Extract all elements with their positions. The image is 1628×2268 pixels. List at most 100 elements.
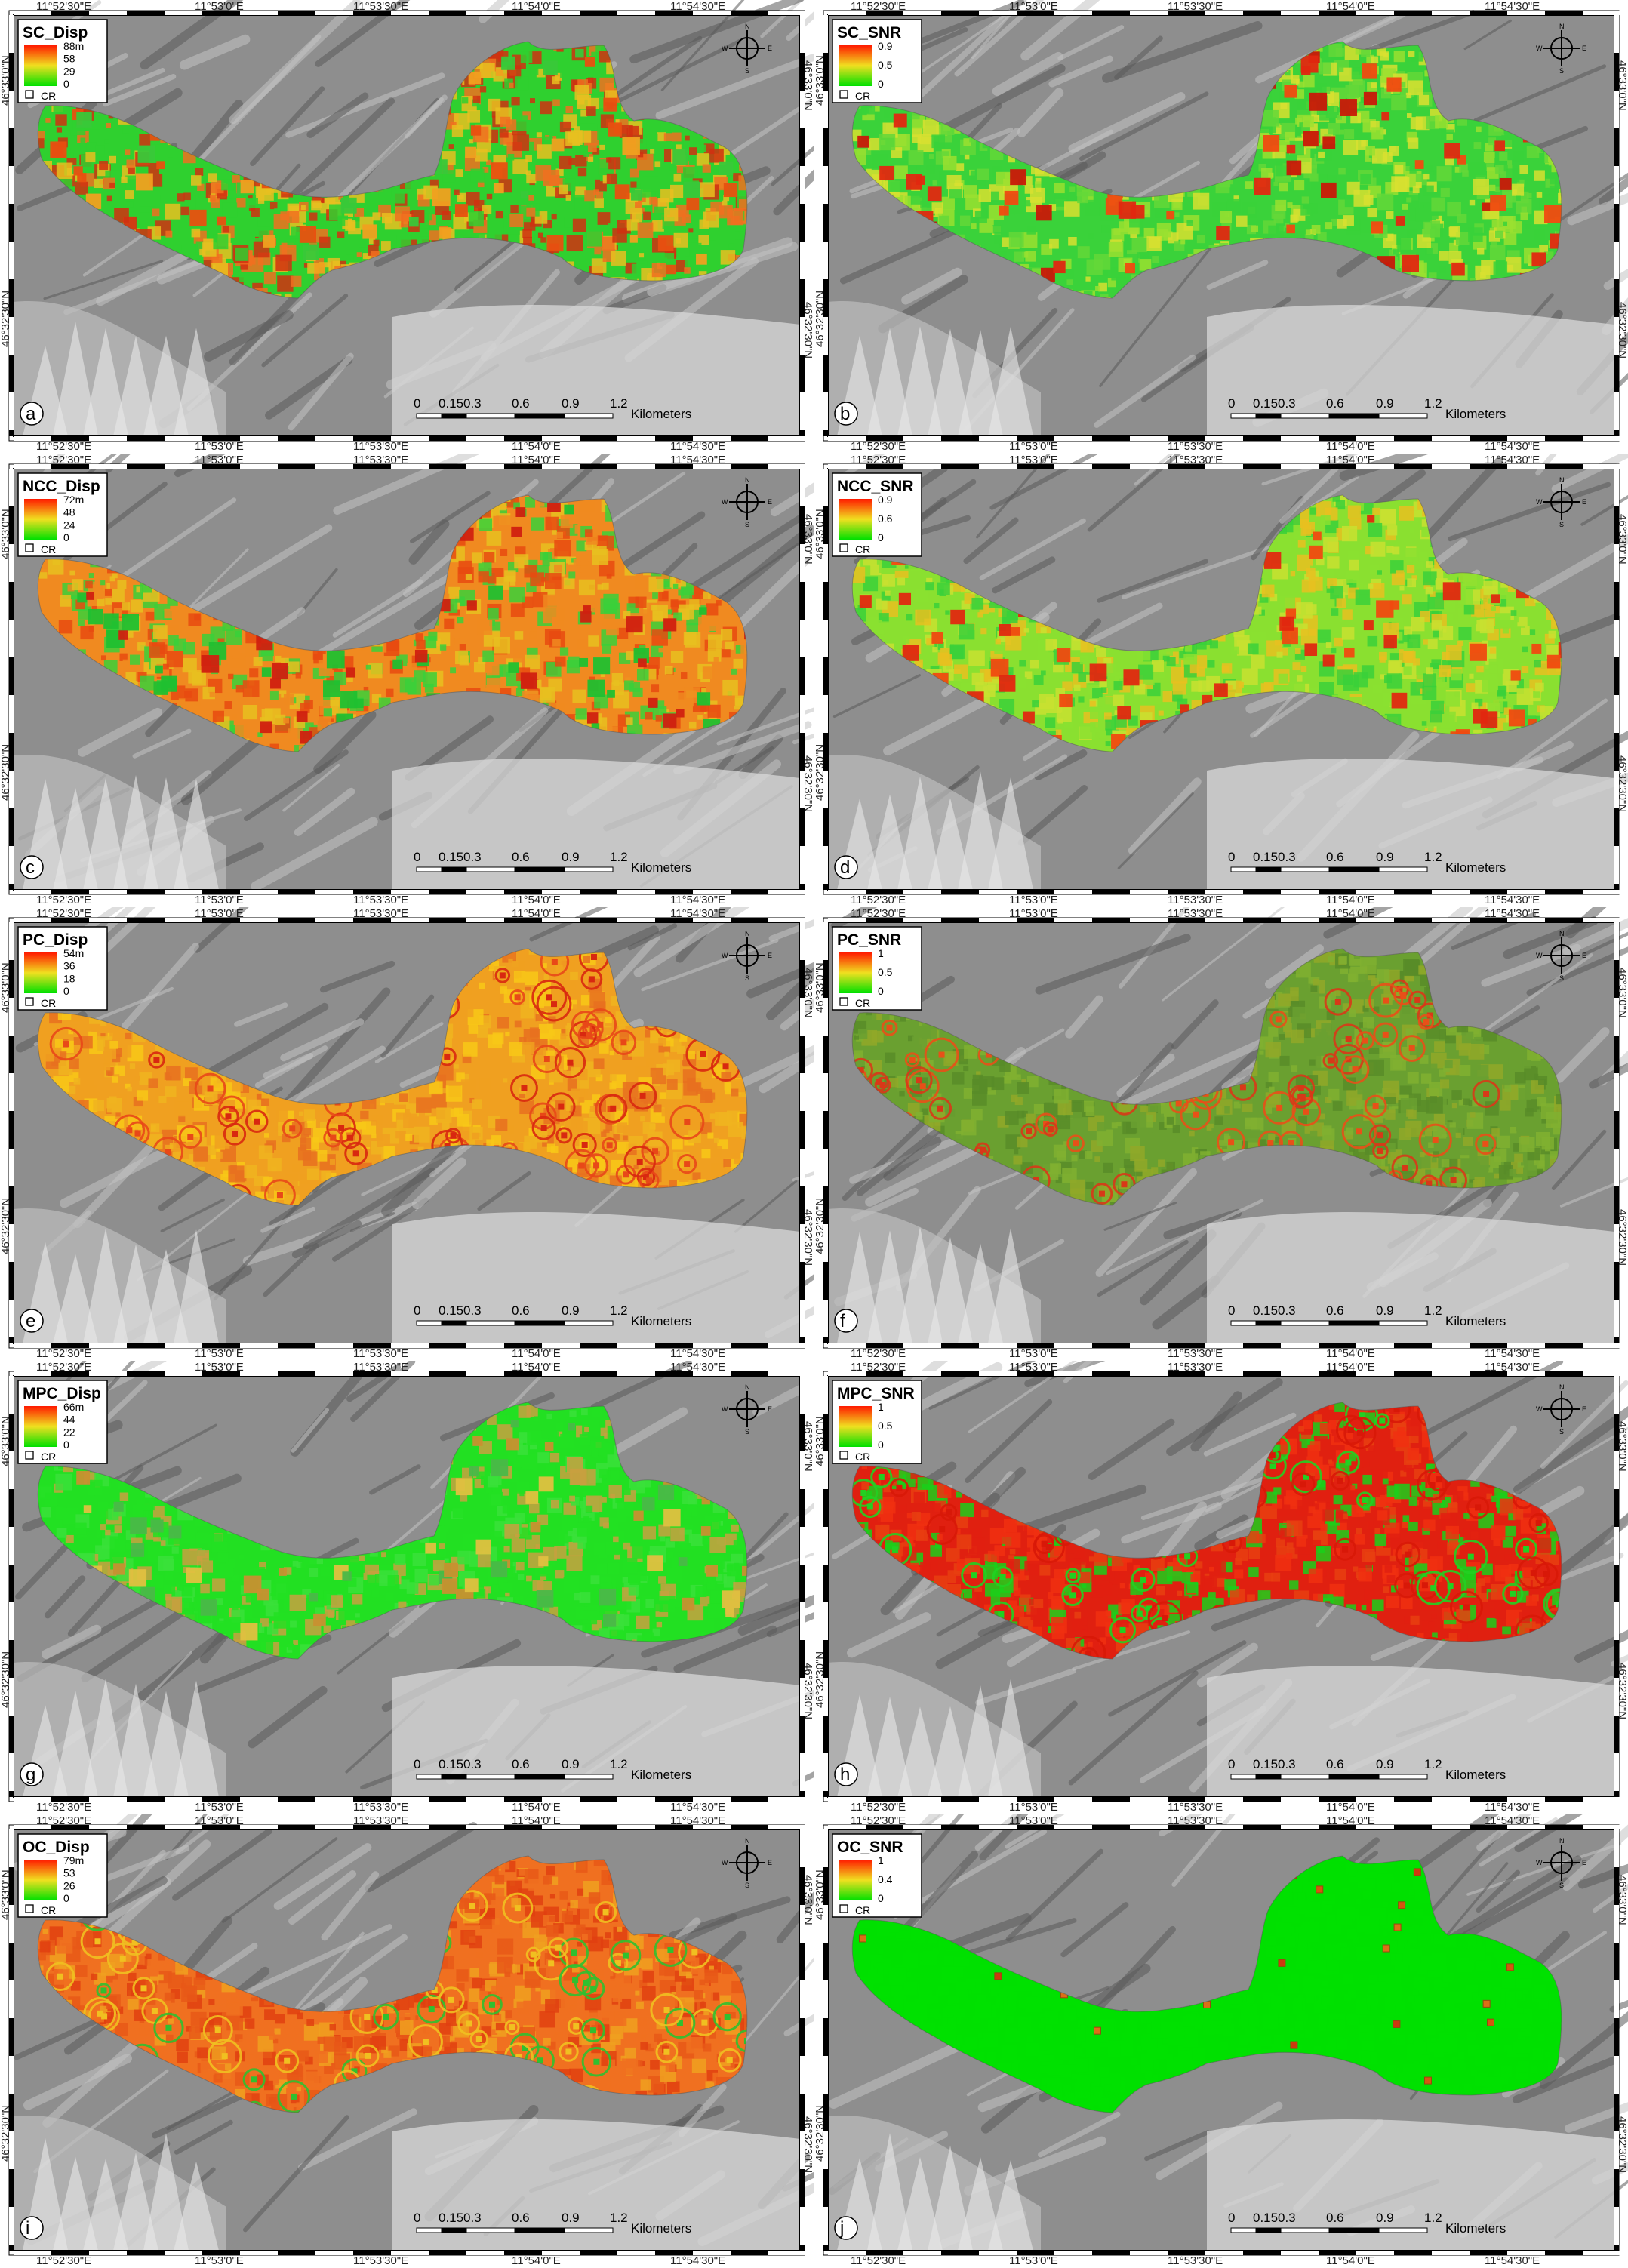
- scale-tick: 0.6: [512, 850, 530, 864]
- lon-tick-bottom: 11°52'30"E: [851, 440, 906, 453]
- north-arrow-icon: N S E W: [722, 1837, 772, 1889]
- lat-tick-left: 46°32'30"N: [814, 744, 826, 801]
- scale-unit: Kilometers: [631, 1314, 691, 1328]
- lon-tick-bottom: 11°54'30"E: [1485, 1801, 1540, 1814]
- compass-w: W: [722, 45, 728, 52]
- lon-tick-bottom: 11°53'0"E: [1009, 440, 1058, 453]
- panel-letter: i: [26, 2218, 29, 2239]
- compass-n: N: [1559, 1837, 1565, 1845]
- lat-tick-right: 46°32'30"N: [1616, 1209, 1628, 1266]
- scale-tick: 0.3: [463, 2211, 482, 2225]
- lon-tick-bottom: 11°53'0"E: [195, 894, 244, 906]
- map-panel-d: 11°52'30"E 11°52'30"E 11°53'0"E 11°53'0"E 11…: [814, 454, 1628, 907]
- lon-tick-top: 11°52'30"E: [36, 907, 91, 920]
- scale-tick: 0.3: [1278, 1757, 1296, 1771]
- lon-tick-top: 11°52'30"E: [36, 454, 91, 466]
- lon-tick-top: 11°52'30"E: [851, 0, 906, 13]
- scale-tick: 0.9: [562, 850, 580, 864]
- legend-value: 0.9: [878, 40, 893, 52]
- legend-value: 48: [63, 506, 75, 519]
- lat-tick-right: 46°32'30"N: [802, 755, 814, 812]
- map-frame: [823, 1371, 1620, 1802]
- lat-tick-left: 46°32'30"N: [0, 1651, 12, 1708]
- scale-unit: Kilometers: [1445, 860, 1506, 875]
- scale-tick: 0.3: [463, 1757, 482, 1771]
- lon-tick-bottom: 11°52'30"E: [36, 2254, 91, 2267]
- legend-title: PC_SNR: [837, 931, 901, 949]
- lat-tick-left: 46°32'30"N: [814, 1651, 826, 1708]
- lon-tick-bottom: 11°53'30"E: [353, 1347, 408, 1360]
- compass-n: N: [745, 930, 750, 937]
- scale-tick: 0.3: [1278, 1303, 1296, 1318]
- cr-label: CR: [41, 1904, 56, 1916]
- lat-tick-right: 46°33'0"N: [802, 968, 814, 1018]
- panel-label: a: [20, 402, 44, 426]
- lon-tick-top: 11°54'30"E: [1485, 0, 1540, 13]
- lat-tick-right: 46°33'0"N: [1616, 60, 1628, 111]
- lat-tick-left: 46°33'0"N: [814, 509, 826, 559]
- panel-label: i: [20, 2216, 44, 2240]
- legend-value: 0.5: [878, 966, 893, 978]
- lon-tick-bottom: 11°53'30"E: [1168, 1801, 1223, 1814]
- scale-tick: 0.15: [1253, 850, 1278, 864]
- scale-tick: 0.3: [1278, 2211, 1296, 2225]
- north-arrow-icon: N S E W: [722, 23, 772, 75]
- lon-tick-top: 11°54'0"E: [1326, 907, 1375, 920]
- scale-tick: 0.15: [439, 2211, 463, 2225]
- compass-e: E: [1582, 498, 1586, 506]
- lat-tick-right: 46°32'30"N: [802, 1663, 814, 1719]
- lon-tick-top: 11°53'0"E: [195, 0, 244, 13]
- lon-tick-top: 11°54'30"E: [1485, 454, 1540, 466]
- cr-label: CR: [41, 1451, 56, 1463]
- north-arrow-icon: N S E W: [1536, 23, 1586, 75]
- lon-tick-top: 11°54'30"E: [670, 1361, 725, 1374]
- compass-s: S: [1559, 1882, 1564, 1889]
- map-frame: [8, 463, 806, 895]
- lon-tick-top: 11°53'0"E: [1009, 907, 1058, 920]
- lat-tick-left: 46°33'0"N: [0, 1869, 12, 1920]
- lat-tick-left: 46°32'30"N: [0, 1198, 12, 1254]
- scale-tick: 0.6: [512, 1303, 530, 1318]
- compass-e: E: [768, 45, 772, 52]
- lon-tick-top: 11°54'0"E: [512, 907, 561, 920]
- lon-tick-bottom: 11°53'30"E: [353, 894, 408, 906]
- lon-tick-bottom: 11°53'0"E: [1009, 2254, 1058, 2267]
- legend-value: 0: [878, 1892, 884, 1904]
- legend-value: 0: [63, 531, 69, 543]
- compass-n: N: [1559, 1383, 1565, 1391]
- scale-tick: 0.9: [562, 396, 580, 411]
- lon-tick-top: 11°54'0"E: [512, 1814, 561, 1827]
- north-arrow-icon: N S E W: [1536, 1837, 1586, 1889]
- legend-value: 18: [63, 972, 75, 984]
- lon-tick-bottom: 11°54'30"E: [670, 2254, 725, 2267]
- scale-tick: 0.6: [1326, 1303, 1344, 1318]
- panel-letter: a: [26, 404, 36, 424]
- scale-tick: 1.2: [610, 850, 628, 864]
- legend-value: 0: [63, 78, 69, 90]
- compass-n: N: [745, 1383, 750, 1391]
- lon-tick-top: 11°54'30"E: [1485, 1814, 1540, 1827]
- cr-label: CR: [855, 543, 870, 555]
- legend-title: SC_SNR: [837, 24, 901, 42]
- lat-tick-left: 46°33'0"N: [814, 55, 826, 106]
- lon-tick-bottom: 11°53'30"E: [1168, 894, 1223, 906]
- scale-tick: 0.6: [1326, 396, 1344, 411]
- legend-value: 0: [63, 1439, 69, 1451]
- scale-tick: 0.3: [1278, 396, 1296, 411]
- panel-letter: f: [840, 1311, 845, 1331]
- lon-tick-bottom: 11°54'30"E: [1485, 1347, 1540, 1360]
- lon-tick-top: 11°52'30"E: [851, 1814, 906, 1827]
- panel-letter: b: [840, 404, 850, 424]
- lat-tick-right: 46°32'30"N: [802, 2116, 814, 2173]
- scale-tick: 0.9: [562, 2211, 580, 2225]
- cr-label: CR: [41, 997, 56, 1009]
- scale-unit: Kilometers: [631, 860, 691, 875]
- scale-unit: Kilometers: [1445, 407, 1506, 421]
- compass-e: E: [768, 1859, 772, 1866]
